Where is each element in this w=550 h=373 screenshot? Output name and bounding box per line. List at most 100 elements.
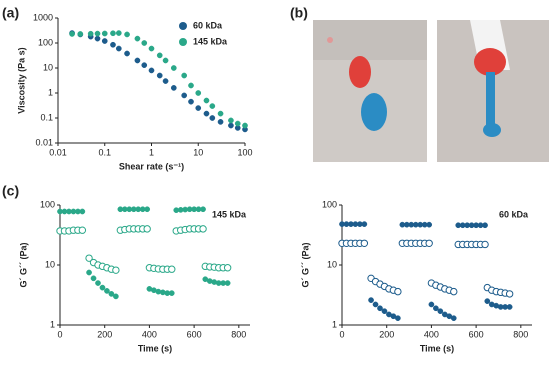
data-point <box>144 206 151 213</box>
y-tick-label: 1 <box>332 319 337 329</box>
x-tick-label: 200 <box>379 329 394 339</box>
x-axis-label: Time (s) <box>420 343 454 353</box>
y-tick-label: 100 <box>38 37 53 47</box>
y-tick-label: 10 <box>327 259 337 269</box>
y-axis-label: G´ G´´ (Pa) <box>18 243 28 288</box>
data-point <box>94 35 101 42</box>
data-point <box>506 304 513 310</box>
data-point <box>505 290 514 298</box>
data-point <box>188 82 194 89</box>
data-point <box>85 254 93 262</box>
data-point <box>113 293 119 300</box>
data-point <box>162 57 169 64</box>
data-point <box>134 57 141 64</box>
data-point <box>170 65 177 71</box>
data-point <box>377 305 383 312</box>
x-axis-label: Shear rate (s⁻¹) <box>119 161 184 171</box>
data-point <box>94 30 101 37</box>
data-point <box>381 308 388 315</box>
y-tick-label: 1 <box>48 87 53 97</box>
x-axis-label: Time (s) <box>138 343 172 353</box>
data-point <box>482 222 488 229</box>
y-tick-label: 10 <box>45 259 55 269</box>
x-tick-label: 600 <box>469 329 484 339</box>
panel-label: (b) <box>290 5 308 21</box>
x-tick-label: 400 <box>424 329 439 339</box>
legend-label: 60 kDa <box>193 20 223 30</box>
x-tick-label: 800 <box>513 329 528 339</box>
data-point <box>69 31 75 37</box>
data-point <box>104 288 110 294</box>
data-point <box>162 78 169 84</box>
legend-marker <box>179 22 187 30</box>
data-point <box>110 30 116 37</box>
x-tick-label: 600 <box>187 329 202 339</box>
data-point <box>134 35 141 42</box>
data-point <box>484 298 491 304</box>
data-point <box>209 115 216 121</box>
data-point <box>78 226 87 234</box>
data-point <box>110 41 116 48</box>
data-point <box>148 67 155 74</box>
y-tick-label: 0.01 <box>35 137 53 147</box>
data-point <box>217 119 224 125</box>
data-point <box>200 206 206 213</box>
data-point <box>141 40 148 46</box>
data-point <box>481 240 489 249</box>
data-point <box>148 45 155 52</box>
data-point <box>124 50 130 57</box>
data-point <box>77 31 84 37</box>
data-point <box>181 92 188 99</box>
data-point <box>170 85 177 91</box>
x-tick-label: 0.01 <box>49 147 67 157</box>
x-tick-label: 0 <box>57 329 62 339</box>
data-point <box>450 315 457 322</box>
x-tick-label: 100 <box>237 147 252 157</box>
y-axis-label: G´ G´´ (Pa) <box>300 243 310 288</box>
data-point <box>199 225 207 233</box>
photo-right <box>437 20 549 162</box>
data-point <box>141 62 148 69</box>
data-point <box>168 265 176 273</box>
annotation: 145 kDa <box>212 209 247 219</box>
data-point <box>99 284 106 291</box>
data-point <box>209 103 216 109</box>
data-point <box>426 221 433 228</box>
data-point <box>228 122 234 129</box>
legend-label: 145 kDa <box>193 36 228 46</box>
data-point <box>101 38 108 44</box>
data-point <box>188 98 194 105</box>
data-point <box>395 315 401 322</box>
x-tick-label: 800 <box>231 329 246 339</box>
data-point <box>224 280 231 286</box>
x-tick-label: 0 <box>339 329 344 339</box>
data-point <box>181 72 188 79</box>
x-tick-label: 10 <box>193 147 203 157</box>
photo-left <box>313 20 427 162</box>
panel-label: (c) <box>2 183 19 199</box>
data-point <box>425 239 433 247</box>
x-tick-label: 400 <box>142 329 157 339</box>
data-point <box>428 301 435 308</box>
data-point <box>101 30 108 37</box>
data-point <box>156 72 163 79</box>
y-axis-label: Viscosity (Pa s) <box>16 47 26 113</box>
x-tick-label: 1 <box>149 147 154 157</box>
annotation: 60 kDa <box>499 209 529 219</box>
data-point <box>433 305 439 312</box>
data-point <box>228 117 234 124</box>
data-point <box>223 264 232 272</box>
data-point <box>168 290 175 296</box>
data-point <box>361 221 368 227</box>
y-tick-label: 10 <box>43 62 53 72</box>
data-point <box>203 97 210 104</box>
data-point <box>217 110 224 117</box>
x-tick-label: 200 <box>97 329 112 339</box>
data-point <box>203 110 210 117</box>
data-point <box>394 287 402 296</box>
data-point <box>195 105 202 111</box>
data-point <box>360 239 369 247</box>
data-point <box>95 280 101 286</box>
data-point <box>108 291 115 297</box>
